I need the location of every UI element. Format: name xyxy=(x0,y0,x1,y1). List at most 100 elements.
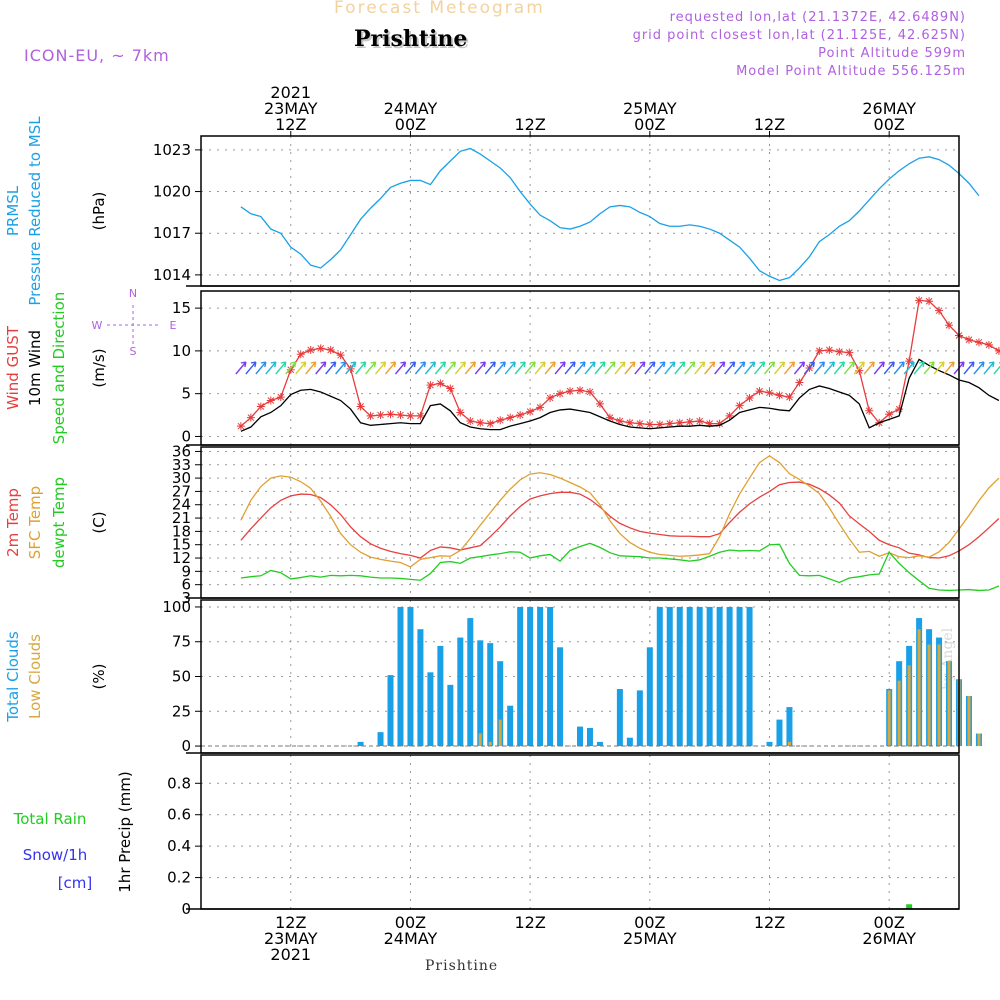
gust-marker xyxy=(356,402,365,411)
top-axis-label: 2021 xyxy=(270,83,311,102)
gust-marker xyxy=(925,297,934,306)
gust-marker xyxy=(366,411,375,420)
gust-marker xyxy=(635,419,644,428)
y-tick-label: 1014 xyxy=(153,266,191,284)
gust-marker xyxy=(605,413,614,422)
y-tick-label: 1017 xyxy=(153,224,191,242)
bottom-axis-label: 25MAY xyxy=(623,929,677,948)
gust-marker xyxy=(685,417,694,426)
gust-marker xyxy=(516,411,525,420)
bar-total-clouds xyxy=(467,618,474,747)
axis-label: Low Clouds xyxy=(26,634,44,719)
wind-arrow xyxy=(604,361,616,375)
bar-total-clouds xyxy=(397,606,404,747)
bar-low-clouds xyxy=(897,680,901,747)
bar-low-clouds xyxy=(478,733,482,747)
gust-marker xyxy=(645,420,654,429)
wind-arrow xyxy=(245,361,257,375)
axis-label: SFC Temp xyxy=(26,486,44,559)
gust-marker xyxy=(615,417,624,426)
bar-total-clouds xyxy=(626,737,633,747)
y-tick-label: 0.6 xyxy=(167,806,191,824)
y-tick-label: 9 xyxy=(181,562,191,580)
bar-total-clouds xyxy=(387,675,394,747)
bar-total-clouds xyxy=(586,727,593,747)
model-label: ICON-EU, ~ 7km xyxy=(24,46,170,65)
wind-arrow xyxy=(554,361,566,375)
bottom-axis-label: 00Z xyxy=(634,913,665,932)
series-line-pressure xyxy=(240,147,980,282)
gust-marker xyxy=(885,410,894,419)
wind-arrow xyxy=(494,361,506,375)
panel-2 xyxy=(186,446,1000,599)
wind-arrow xyxy=(943,361,955,375)
wind-arrow xyxy=(863,361,875,375)
gust-marker xyxy=(755,387,764,396)
bar-total-clouds xyxy=(716,606,723,747)
wind-arrow xyxy=(275,361,287,375)
wind-arrow xyxy=(913,361,925,375)
y-tick-label: 27 xyxy=(172,482,191,500)
gust-marker xyxy=(486,419,495,428)
gust-marker xyxy=(276,393,285,402)
bar-total-clouds xyxy=(427,672,434,747)
y-tick-label: 24 xyxy=(172,496,191,514)
wind-arrow xyxy=(993,362,1000,375)
bar-total-clouds xyxy=(577,726,583,747)
wind-arrow xyxy=(305,361,317,375)
y-tick-label: 0.2 xyxy=(167,869,191,887)
y-tick-label: 75 xyxy=(172,633,191,651)
bar-low-clouds xyxy=(977,733,981,747)
wind-arrow xyxy=(394,361,407,375)
bar-total-clouds xyxy=(527,606,534,747)
wind-arrow xyxy=(983,361,995,375)
bar-low-clouds xyxy=(887,690,891,747)
gust-marker xyxy=(735,401,744,410)
bar-total-clouds xyxy=(776,719,783,747)
bar-total-clouds xyxy=(746,606,753,747)
wind-arrow xyxy=(744,361,756,375)
wind-arrow xyxy=(464,361,476,375)
gust-marker xyxy=(536,403,545,412)
gust-marker xyxy=(715,419,724,428)
wind-arrow xyxy=(624,361,636,375)
wind-arrow xyxy=(564,361,576,375)
bar-total-clouds xyxy=(646,647,653,747)
gust-marker xyxy=(286,365,295,374)
bar-total-clouds xyxy=(407,606,414,747)
gust-marker xyxy=(506,413,515,422)
wind-arrow xyxy=(704,361,716,375)
bar-low-clouds xyxy=(917,629,921,747)
gust-marker xyxy=(785,393,794,402)
gust-marker xyxy=(895,405,904,414)
axis-label: PRMSL xyxy=(4,185,22,236)
wind-arrow xyxy=(973,361,985,375)
gust-marker xyxy=(964,335,973,344)
wind-arrow xyxy=(434,361,447,375)
bar-low-clouds xyxy=(907,665,911,747)
bottom-axis-label: 00Z xyxy=(395,913,426,932)
wind-arrow xyxy=(345,361,357,375)
top-axis-label: 00Z xyxy=(634,115,665,134)
wind-arrow xyxy=(365,361,377,375)
y-tick-label: 100 xyxy=(162,598,191,616)
gust-marker xyxy=(984,340,993,349)
wind-arrow xyxy=(714,361,726,375)
wind-arrow xyxy=(404,361,417,375)
wind-arrow xyxy=(694,361,706,375)
bar-total-clouds xyxy=(547,606,554,747)
axis-label: (%) xyxy=(90,664,108,690)
wind-arrow xyxy=(823,361,836,375)
wind-arrow xyxy=(724,361,736,375)
y-tick-label: 25 xyxy=(172,702,191,720)
gust-marker xyxy=(665,419,674,428)
y-tick-label: 33 xyxy=(172,456,191,474)
top-axis-label: 23MAY xyxy=(264,99,318,118)
axis-label: (m/s) xyxy=(90,348,108,387)
bar-total-clouds xyxy=(676,606,683,747)
y-tick-label: 21 xyxy=(172,509,191,527)
wind-arrow xyxy=(843,361,855,375)
series-line-sfc-temp xyxy=(240,455,1000,568)
chart-title: Forecast Meteogram xyxy=(334,0,545,18)
grid-coords: grid point closest lon,lat (21.125E, 42.… xyxy=(632,28,966,43)
